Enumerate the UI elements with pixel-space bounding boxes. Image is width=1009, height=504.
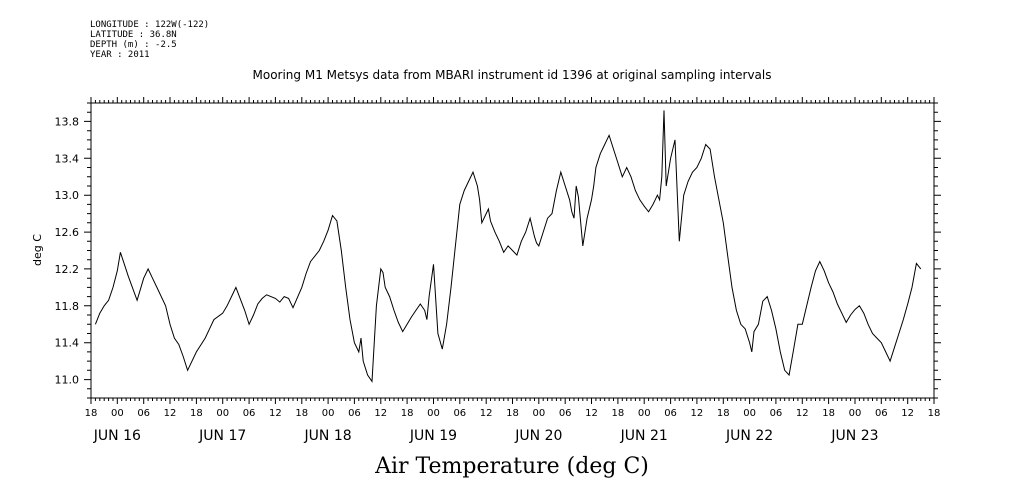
x-hour-label: 18 — [822, 408, 835, 419]
x-hour-label: 00 — [532, 408, 545, 419]
x-day-label: JUN 21 — [620, 428, 668, 444]
x-hour-label: 00 — [743, 408, 756, 419]
plot-frame — [90, 102, 935, 399]
x-hour-label: 06 — [664, 408, 677, 419]
x-hour-label: 06 — [559, 408, 572, 419]
metadata-block: LONGITUDE : 122W(-122) LATITUDE : 36.8N … — [90, 20, 209, 60]
x-day-label: JUN 20 — [514, 428, 562, 444]
x-hour-label: 00 — [111, 408, 124, 419]
x-day-label: JUN 22 — [725, 428, 773, 444]
x-hour-label: 00 — [849, 408, 862, 419]
x-hour-label: 12 — [796, 408, 809, 419]
y-tick-labels: 11.0 11.4 11.8 12.2 12.6 13.0 13.4 13.8 — [55, 115, 80, 386]
y-tick-label: 13.0 — [55, 189, 80, 202]
x-day-label: JUN 19 — [409, 428, 457, 444]
depth-text: DEPTH (m) : -2.5 — [90, 40, 177, 50]
x-hour-label: 18 — [85, 408, 98, 419]
x-day-label: JUN 18 — [304, 428, 352, 444]
y-tick-label: 12.2 — [55, 263, 80, 276]
x-hour-label: 06 — [348, 408, 361, 419]
x-day-label: JUN 16 — [93, 428, 141, 444]
tick-marks — [84, 97, 941, 404]
x-hour-label: 12 — [585, 408, 598, 419]
x-hour-label: 06 — [453, 408, 466, 419]
x-hour-label: 12 — [374, 408, 387, 419]
x-hour-label: 00 — [322, 408, 335, 419]
x-hour-label: 12 — [901, 408, 914, 419]
x-hour-label: 18 — [401, 408, 414, 419]
x-hour-label: 06 — [137, 408, 150, 419]
y-axis-label: deg C — [31, 234, 44, 266]
x-hour-label: 00 — [216, 408, 229, 419]
x-hour-label: 18 — [717, 408, 730, 419]
y-tick-label: 13.4 — [55, 152, 80, 165]
x-day-labels: JUN 16 JUN 17 JUN 18 JUN 19 JUN 20 JUN 21 JUN … — [93, 428, 879, 444]
x-hour-label: 00 — [638, 408, 651, 419]
y-tick-label: 11.4 — [55, 337, 80, 350]
x-hour-label: 18 — [295, 408, 308, 419]
x-hour-label: 06 — [770, 408, 783, 419]
x-day-label: JUN 23 — [830, 428, 878, 444]
x-day-label: JUN 17 — [198, 428, 246, 444]
x-hour-label: 18 — [928, 408, 941, 419]
longitude-text: LONGITUDE : 122W(-122) — [90, 20, 210, 30]
latitude-text: LATITUDE : 36.8N — [90, 30, 177, 40]
x-tick-labels: 18 00 06 12 18 00 06 12 18 00 06 12 18 00 06 12 18 00 06 12… — [85, 408, 941, 419]
y-tick-label: 13.8 — [55, 115, 80, 128]
x-hour-label: 06 — [243, 408, 256, 419]
x-hour-label: 18 — [506, 408, 519, 419]
chart-title: Mooring M1 Metsys data from MBARI instru… — [252, 68, 772, 82]
x-hour-label: 18 — [190, 408, 203, 419]
x-hour-label: 12 — [269, 408, 282, 419]
y-tick-label: 11.8 — [55, 300, 80, 313]
year-text: YEAR : 2011 — [90, 50, 150, 60]
y-tick-label: 12.6 — [55, 226, 80, 239]
y-tick-label: 11.0 — [55, 374, 80, 387]
series-line-air-temperature — [94, 110, 922, 383]
bottom-title: Air Temperature (deg C) — [375, 454, 649, 479]
x-hour-label: 12 — [164, 408, 177, 419]
axis-ticks — [84, 97, 941, 404]
x-hour-label: 12 — [691, 408, 704, 419]
x-hour-label: 18 — [612, 408, 625, 419]
x-hour-label: 00 — [427, 408, 440, 419]
x-hour-label: 12 — [480, 408, 493, 419]
x-hour-label: 06 — [875, 408, 888, 419]
